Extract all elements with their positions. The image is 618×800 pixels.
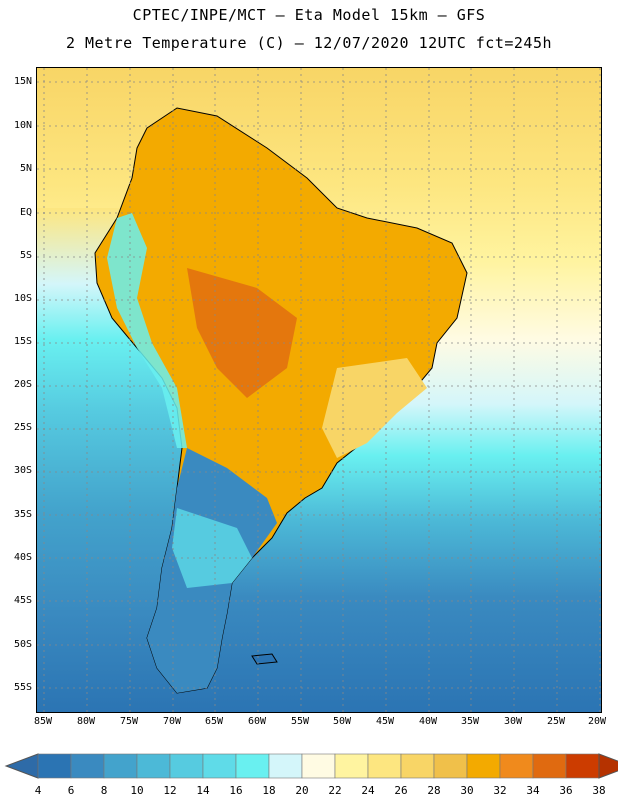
colorbar-label: 16 <box>229 784 243 797</box>
temperature-map <box>36 67 602 713</box>
colorbar-swatch <box>136 753 171 779</box>
lat-label: 25S <box>13 422 32 433</box>
lat-label: 40S <box>13 552 32 563</box>
lon-label: 85W <box>33 716 53 727</box>
lat-label: 35S <box>13 509 32 520</box>
colorbar-swatch <box>499 753 534 779</box>
colorbar-label: 14 <box>196 784 210 797</box>
colorbar-swatch <box>169 753 204 779</box>
lat-label: 55S <box>13 682 32 693</box>
map-svg <box>37 68 601 712</box>
falkland-islands <box>251 653 278 665</box>
colorbar-left-arrow <box>4 753 39 779</box>
lon-label: 25W <box>546 716 566 727</box>
colorbar-swatch <box>565 753 600 779</box>
colorbar-label: 26 <box>394 784 408 797</box>
colorbar-right-arrow <box>598 753 618 779</box>
colorbar-label: 38 <box>592 784 606 797</box>
colorbar-swatch <box>37 753 72 779</box>
colorbar-swatch <box>268 753 303 779</box>
lat-label: 10N <box>13 120 32 131</box>
lon-label: 30W <box>503 716 523 727</box>
lat-label: 45S <box>13 595 32 606</box>
lat-label: 50S <box>13 639 32 650</box>
colorbar <box>4 753 618 779</box>
lat-label: 15N <box>13 76 32 87</box>
lon-label: 20W <box>587 716 607 727</box>
colorbar-label: 22 <box>328 784 342 797</box>
lat-label: 30S <box>13 465 32 476</box>
colorbar-label: 12 <box>163 784 177 797</box>
lon-label: 50W <box>332 716 352 727</box>
colorbar-swatch <box>70 753 105 779</box>
title-line-2: 2 Metre Temperature (C) – 12/07/2020 12U… <box>65 34 553 52</box>
lon-label: 60W <box>247 716 267 727</box>
colorbar-swatch <box>334 753 369 779</box>
lon-label: 65W <box>204 716 224 727</box>
lon-label: 55W <box>290 716 310 727</box>
colorbar-label: 6 <box>67 784 75 797</box>
colorbar-label: 24 <box>361 784 375 797</box>
lat-label: 15S <box>13 336 32 347</box>
colorbar-label: 32 <box>493 784 507 797</box>
andes-cold-strip <box>107 213 187 448</box>
colorbar-swatch <box>202 753 237 779</box>
colorbar-swatch <box>367 753 402 779</box>
colorbar-label: 34 <box>526 784 540 797</box>
lon-label: 70W <box>162 716 182 727</box>
colorbar-label: 8 <box>100 784 108 797</box>
hot-interior-zone <box>187 268 297 398</box>
colorbar-swatch <box>103 753 138 779</box>
southeast-brazil-zone <box>322 358 427 458</box>
colorbar-label: 28 <box>427 784 441 797</box>
title-line-1: CPTEC/INPE/MCT – Eta Model 15km – GFS <box>132 6 486 24</box>
colorbar-swatch <box>301 753 336 779</box>
colorbar-swatch <box>400 753 435 779</box>
colorbar-swatch <box>433 753 468 779</box>
colorbar-label: 30 <box>460 784 474 797</box>
lat-label: 10S <box>13 293 32 304</box>
colorbar-swatch <box>532 753 567 779</box>
colorbar-label: 20 <box>295 784 309 797</box>
lon-label: 45W <box>375 716 395 727</box>
colorbar-swatch <box>466 753 501 779</box>
lat-label: 5S <box>19 250 32 261</box>
colorbar-label: 18 <box>262 784 276 797</box>
patagonia-zone <box>172 508 252 588</box>
lat-label: EQ <box>19 207 32 218</box>
graticule <box>37 68 601 712</box>
colorbar-swatch <box>235 753 270 779</box>
lon-label: 40W <box>418 716 438 727</box>
lon-label: 80W <box>76 716 96 727</box>
lat-label: 20S <box>13 379 32 390</box>
colorbar-label: 4 <box>34 784 42 797</box>
lat-label: 5N <box>19 163 32 174</box>
lon-label: 35W <box>460 716 480 727</box>
colorbar-label: 36 <box>559 784 573 797</box>
lon-label: 75W <box>119 716 139 727</box>
colorbar-label: 10 <box>130 784 144 797</box>
